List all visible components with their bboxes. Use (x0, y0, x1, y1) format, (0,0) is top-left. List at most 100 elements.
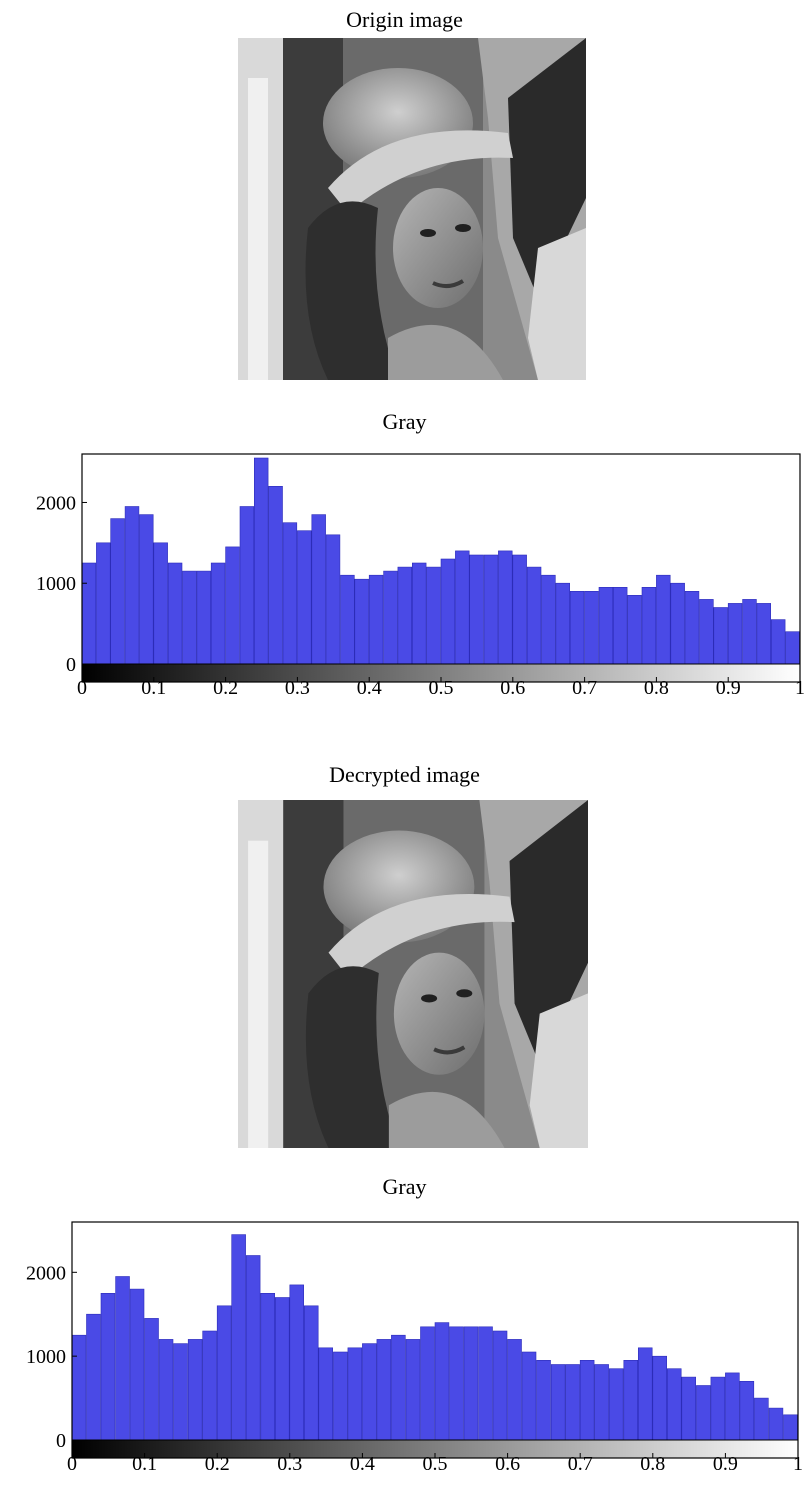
histogram-bar (420, 1326, 435, 1441)
x-tick-label: 0.3 (285, 677, 310, 699)
x-tick-label: 0.4 (357, 677, 382, 699)
histogram-bar (550, 1364, 566, 1441)
histogram-bar (383, 570, 398, 665)
y-tick-label: 2000 (36, 492, 76, 514)
histogram-bar (579, 1360, 595, 1441)
histogram-bar (507, 1339, 522, 1441)
histogram-bar (742, 599, 757, 665)
histogram-bar (231, 1234, 246, 1441)
histogram-bar (254, 457, 269, 665)
histogram-bar (289, 1284, 304, 1441)
histogram-bar (303, 1305, 319, 1441)
histogram-bar (440, 558, 456, 665)
x-tick-label: 0.8 (640, 1453, 665, 1475)
x-tick-label: 0.4 (350, 1453, 375, 1475)
histogram-bar (783, 1414, 798, 1441)
x-tick-label: 0.5 (429, 677, 454, 699)
histogram-bar (196, 570, 211, 665)
histogram-bar (96, 542, 111, 665)
histogram-bar (756, 603, 772, 665)
histogram-bar (274, 1297, 290, 1441)
histogram-bar (541, 574, 556, 665)
histogram-bar (311, 514, 326, 665)
histogram-bar (670, 582, 685, 665)
histogram-bar (239, 506, 255, 665)
origin-image (238, 38, 586, 380)
chart-1-title: Gray (382, 409, 427, 434)
histogram-bar (498, 550, 513, 665)
histogram-bar (739, 1381, 755, 1441)
histogram-bar (153, 542, 168, 665)
histogram-bar (362, 1343, 377, 1441)
histogram-bar (713, 607, 728, 665)
histogram-bar (405, 1339, 421, 1441)
histogram-bar (187, 1339, 203, 1441)
histogram-bar (100, 1293, 116, 1441)
histogram-bar (612, 587, 628, 665)
histogram-bar (608, 1368, 624, 1441)
histogram-bar (536, 1360, 551, 1441)
histogram-bar (449, 1326, 464, 1441)
histogram-bar (526, 566, 542, 665)
histogram-bar (115, 1276, 130, 1441)
histogram-bar (785, 631, 800, 665)
histogram-bar (318, 1347, 333, 1441)
y-tick-label: 1000 (26, 1346, 66, 1368)
histogram-bar (297, 530, 312, 665)
histogram-bar (245, 1255, 261, 1441)
histogram-bar (594, 1364, 609, 1441)
x-tick-label: 1 (795, 677, 805, 699)
histogram-bar (167, 562, 183, 665)
x-tick-label: 0.5 (423, 1453, 448, 1475)
histogram-bar (684, 591, 700, 665)
histogram-bar (71, 1334, 87, 1441)
histogram-bar (770, 619, 786, 665)
y-tick-label: 0 (66, 654, 76, 676)
histogram-bar (144, 1318, 159, 1441)
x-tick-label: 0.7 (572, 677, 597, 699)
histogram-bar (182, 570, 197, 665)
x-tick-label: 0.6 (495, 1453, 520, 1475)
histogram-bar (260, 1293, 275, 1441)
histogram-bar (110, 518, 125, 665)
histogram-bar (282, 522, 298, 665)
histogram-bar (158, 1339, 174, 1441)
histogram-bar (391, 1334, 406, 1441)
histogram-bar (555, 582, 571, 665)
histogram-bar (347, 1347, 363, 1441)
histogram-bar (340, 574, 355, 665)
histogram-bar (623, 1360, 638, 1441)
decrypted-image-title: Decrypted image (329, 762, 480, 787)
histogram-bar (225, 546, 240, 665)
histogram-bar (584, 591, 599, 665)
histogram-bar (521, 1351, 537, 1441)
histogram-bar (434, 1322, 450, 1441)
x-tick-label: 0 (77, 677, 87, 699)
histogram-bar (354, 578, 369, 665)
histogram-bar (397, 566, 412, 665)
histogram-bar (411, 562, 427, 665)
histogram-bar (216, 1305, 232, 1441)
histogram-bar (710, 1376, 726, 1441)
histogram-bar (210, 562, 226, 665)
y-tick-label: 0 (56, 1430, 66, 1452)
histogram-bar (768, 1407, 784, 1441)
histogram-bar (202, 1330, 217, 1441)
x-tick-label: 0.3 (277, 1453, 302, 1475)
y-tick-label: 1000 (36, 573, 76, 595)
histogram-bar (627, 595, 642, 665)
histogram-bar (325, 534, 341, 665)
histogram-bar (652, 1355, 667, 1441)
decrypted-image (238, 800, 588, 1148)
x-tick-label: 0.1 (132, 1453, 157, 1475)
histogram-bar (478, 1326, 493, 1441)
x-tick-label: 0.1 (141, 677, 166, 699)
histogram-bar (268, 485, 283, 665)
histogram-bar (86, 1313, 101, 1441)
histogram-bar (333, 1351, 348, 1441)
histogram-bar (754, 1397, 769, 1441)
histogram-bar (637, 1347, 653, 1441)
x-tick-label: 0.2 (205, 1453, 230, 1475)
histogram-bar (727, 603, 743, 665)
histogram-bar (129, 1288, 145, 1441)
